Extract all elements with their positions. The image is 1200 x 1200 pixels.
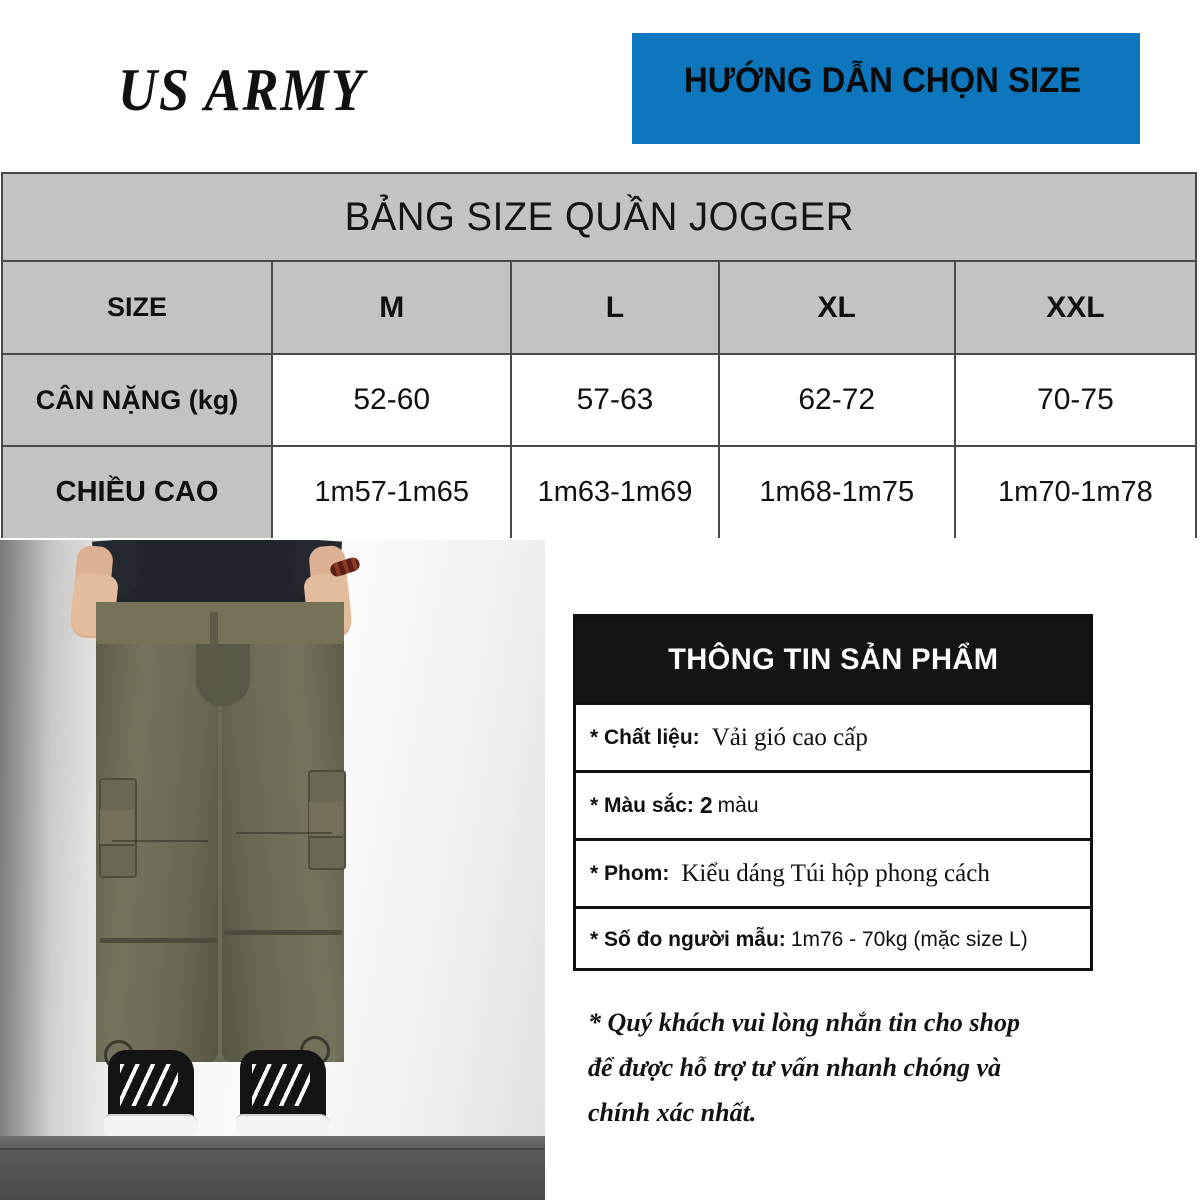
size-chart-title: BẢNG SIZE QUẦN JOGGER bbox=[3, 174, 1195, 262]
info-row-model-measurements: * Số đo người mẫu: 1m76 - 70kg (mặc size… bbox=[576, 906, 1090, 971]
sneaker-sole-left bbox=[104, 1114, 198, 1136]
size-guide-banner: HƯỚNG DẪN CHỌN SIZE bbox=[632, 33, 1140, 144]
model-sneaker-right bbox=[236, 1050, 330, 1136]
model-sneaker-left bbox=[104, 1050, 198, 1136]
info-label-material: * Chất liệu: bbox=[590, 725, 700, 749]
brand-logo-us-army: US ARMY bbox=[118, 56, 366, 124]
cargo-pocket-left bbox=[99, 778, 137, 878]
contact-note: * Quý khách vui lòng nhắn tin cho shop đ… bbox=[588, 1000, 1148, 1135]
product-info-header: THÔNG TIN SẢN PHẨM bbox=[576, 617, 1090, 702]
sneaker-laces-left bbox=[120, 1064, 178, 1106]
product-photo bbox=[0, 540, 545, 1200]
info-value-color-count: 2 bbox=[699, 792, 713, 818]
row-label-height: CHIỀU CAO bbox=[3, 447, 274, 538]
info-value-color-unit: màu bbox=[717, 793, 759, 817]
zip-off-seam-right bbox=[224, 930, 342, 935]
height-m: 1m57-1m65 bbox=[273, 447, 513, 538]
header-cell-l: L bbox=[512, 262, 720, 353]
sneaker-laces-right bbox=[252, 1064, 310, 1106]
weight-xl: 62-72 bbox=[719, 355, 956, 445]
info-value-material: Vải gió cao cấp bbox=[711, 723, 868, 751]
table-row-height: CHIỀU CAO 1m57-1m65 1m63-1m69 1m68-1m75 … bbox=[3, 447, 1195, 538]
contact-note-line-1: * Quý khách vui lòng nhắn tin cho shop bbox=[588, 1008, 1021, 1037]
product-info-title: THÔNG TIN SẢN PHẨM bbox=[667, 642, 999, 676]
header-cell-size: SIZE bbox=[3, 262, 274, 353]
cargo-pants-waistband bbox=[96, 602, 344, 644]
zip-off-seam-left bbox=[100, 938, 218, 943]
photo-floor bbox=[0, 1136, 545, 1200]
header-cell-xxl: XXL bbox=[955, 262, 1195, 353]
info-label-fit: * Phom: bbox=[590, 861, 670, 885]
row-label-weight: CÂN NẶNG (kg) bbox=[3, 355, 274, 445]
contact-note-line-3: chính xác nhất. bbox=[588, 1098, 757, 1127]
header-cell-m: M bbox=[273, 262, 513, 353]
size-chart-table: BẢNG SIZE QUẦN JOGGER SIZE M L XL XXL CÂ… bbox=[1, 172, 1197, 538]
weight-m: 52-60 bbox=[273, 355, 513, 445]
cargo-pants-fly bbox=[210, 612, 218, 684]
info-label-color: * Màu sắc: bbox=[590, 793, 694, 817]
page-header: US ARMY HƯỚNG DẪN CHỌN SIZE bbox=[0, 0, 1200, 172]
info-label-model-measurements: * Số đo người mẫu: bbox=[590, 928, 786, 951]
product-info-panel: THÔNG TIN SẢN PHẨM * Chất liệu: Vải gió … bbox=[573, 614, 1093, 971]
pants-seam-right bbox=[236, 832, 332, 834]
info-row-material: * Chất liệu: Vải gió cao cấp bbox=[576, 702, 1090, 770]
weight-l: 57-63 bbox=[512, 355, 720, 445]
info-value-model-measurements: 1m76 - 70kg (mặc size L) bbox=[790, 928, 1028, 951]
height-l: 1m63-1m69 bbox=[512, 447, 720, 538]
size-chart-header-row: SIZE M L XL XXL bbox=[3, 262, 1195, 355]
header-cell-xl: XL bbox=[719, 262, 956, 353]
info-row-fit: * Phom: Kiểu dáng Túi hộp phong cách bbox=[576, 838, 1090, 906]
contact-note-line-2: để được hỗ trợ tư vấn nhanh chóng và bbox=[588, 1053, 1002, 1082]
info-value-fit: Kiểu dáng Túi hộp phong cách bbox=[681, 859, 990, 887]
weight-xxl: 70-75 bbox=[955, 355, 1195, 445]
table-row-weight: CÂN NẶNG (kg) 52-60 57-63 62-72 70-75 bbox=[3, 355, 1195, 447]
height-xxl: 1m70-1m78 bbox=[955, 447, 1195, 538]
size-chart-title-text: BẢNG SIZE QUẦN JOGGER bbox=[344, 194, 854, 239]
sneaker-sole-right bbox=[236, 1114, 330, 1136]
pants-seam-left bbox=[112, 840, 208, 842]
info-row-color: * Màu sắc: 2 màu bbox=[576, 770, 1090, 838]
cargo-pocket-right bbox=[308, 770, 346, 870]
size-guide-banner-label: HƯỚNG DẪN CHỌN SIZE bbox=[684, 61, 1082, 100]
cargo-pants-crotch bbox=[196, 636, 250, 706]
height-xl: 1m68-1m75 bbox=[719, 447, 956, 538]
